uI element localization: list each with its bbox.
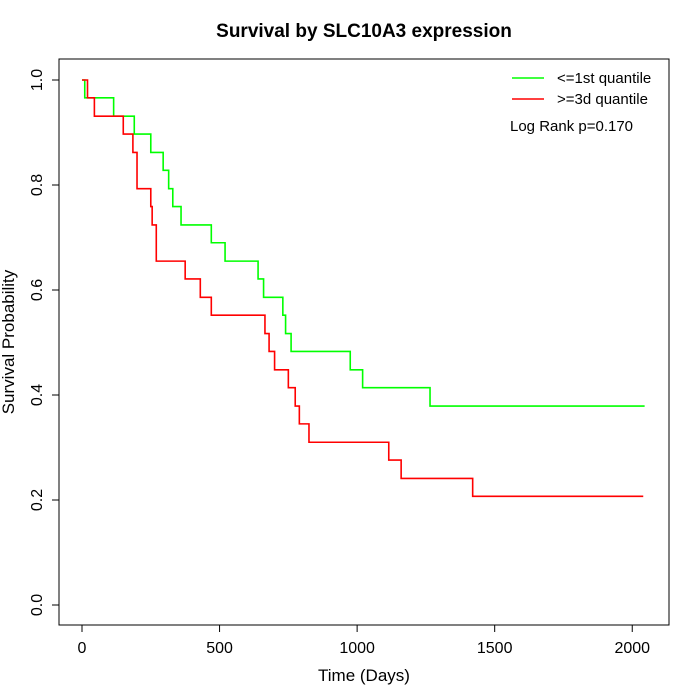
series-layer (82, 79, 645, 498)
y-axis: 0.0 0.2 0.4 0.6 0.8 1.0 (29, 69, 60, 616)
y-axis-title: Survival Probability (0, 269, 18, 414)
y-tick-label: 1.0 (29, 69, 46, 91)
y-tick-label: 0.4 (29, 384, 46, 406)
x-axis: 0 500 1000 1500 2000 (78, 624, 650, 657)
y-tick-label: 0.8 (29, 174, 46, 196)
legend: <=1st quantile >=3d quantile (512, 70, 651, 108)
x-tick-label: 2000 (614, 640, 650, 657)
x-tick-label: 1000 (339, 640, 375, 657)
chart-title: Survival by SLC10A3 expression (216, 21, 512, 42)
x-tick-label: 1500 (477, 640, 513, 657)
legend-label-low-quantile: <=1st quantile (557, 70, 651, 87)
x-tick-label: 0 (78, 640, 87, 657)
survival-curve-low-quantile (82, 79, 645, 407)
log-rank-annotation: Log Rank p=0.170 (510, 118, 633, 135)
y-tick-label: 0.0 (29, 594, 46, 616)
survival-curve-high-quantile (82, 79, 644, 498)
y-tick-label: 0.2 (29, 489, 46, 511)
x-axis-title: Time (Days) (318, 666, 410, 685)
x-tick-label: 500 (206, 640, 233, 657)
legend-label-high-quantile: >=3d quantile (557, 91, 648, 108)
y-tick-label: 0.6 (29, 279, 46, 301)
